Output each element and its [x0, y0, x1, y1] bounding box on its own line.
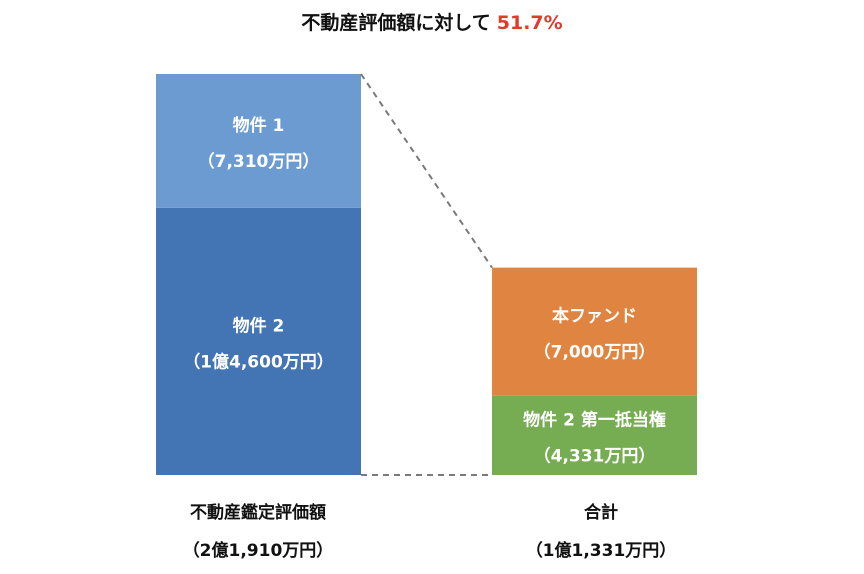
- bar-segment: [492, 267, 697, 396]
- segment-value-label: （4,331万円）: [534, 445, 656, 466]
- category-label-appraisal: 不動産鑑定評価額 （2億1,910万円）: [128, 505, 388, 560]
- segment-value-label: （7,310万円）: [198, 151, 320, 172]
- category-total: （2億1,910万円）: [182, 541, 334, 561]
- segment-value-label: （1億4,600万円）: [183, 351, 334, 372]
- bar-segment: [156, 74, 361, 208]
- category-name: 合計: [584, 503, 618, 523]
- segment-name-label: 物件 2 第一抵当権: [523, 409, 666, 430]
- segment-name-label: 本ファンド: [552, 306, 637, 327]
- segment-name-label: 物件 1: [233, 115, 285, 136]
- chart-title-text: 不動産評価額に対して: [301, 12, 491, 34]
- chart-title-percentage: 51.7%: [496, 12, 563, 34]
- category-name: 不動産鑑定評価額: [190, 503, 326, 523]
- chart-title: 不動産評価額に対して 51.7%: [0, 8, 864, 35]
- category-label-total: 合計 （1億1,331万円）: [471, 505, 731, 560]
- bar-segment: [156, 207, 361, 475]
- category-total: （1億1,331万円）: [525, 541, 677, 561]
- segment-name-label: 物件 2: [233, 315, 285, 336]
- segment-value-label: （7,000万円）: [534, 342, 656, 363]
- connector-line-top: [360, 73, 493, 269]
- bar-segment: [492, 395, 697, 475]
